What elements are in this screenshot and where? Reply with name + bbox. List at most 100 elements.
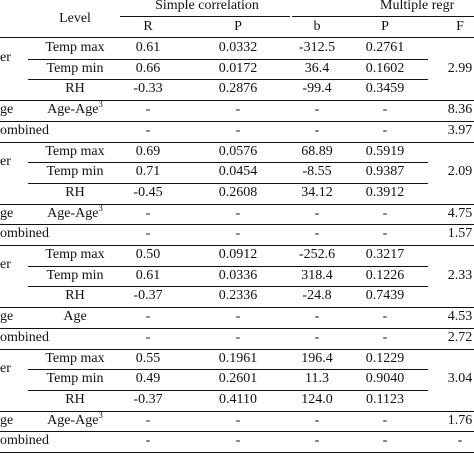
level-cell: Temp min	[46, 164, 104, 180]
p-cell: 0.2608	[218, 184, 258, 200]
p-cell: 0.0576	[218, 143, 258, 159]
r-cell: -	[145, 226, 151, 242]
row-group-label: ombined	[0, 226, 49, 242]
b-cell: 36.4	[304, 60, 330, 76]
p-cell: 0.3217	[365, 247, 405, 262]
p-cell: 0.1229	[365, 350, 405, 366]
row-group-label: er	[0, 50, 11, 66]
p-cell: -	[382, 205, 388, 221]
p-cell: 0.0912	[218, 247, 258, 262]
level-cell: RH	[65, 81, 85, 97]
p-cell: 0.5919	[365, 143, 405, 159]
p-cell: -	[235, 102, 241, 118]
level-cell: Temp max	[45, 143, 105, 159]
block-rule	[0, 141, 474, 143]
level-cell: Age	[63, 309, 87, 325]
block-separator	[0, 100, 474, 102]
row-group-label: er	[0, 153, 11, 169]
p-cell: -	[382, 329, 388, 345]
b-cell: -24.8	[302, 288, 332, 304]
r-cell: -	[145, 122, 151, 138]
level-cell: Temp min	[46, 371, 104, 387]
r-cell: -	[145, 205, 151, 221]
b-cell: 68.89	[301, 143, 333, 159]
b-cell: -	[314, 412, 320, 428]
p-cell: -	[235, 122, 241, 138]
block-separator	[0, 410, 474, 412]
row-separator	[0, 431, 474, 433]
row-group-label: ombined	[0, 122, 49, 138]
level-cell: Temp min	[46, 267, 104, 283]
row-separator	[0, 224, 474, 226]
b-cell: -252.6	[298, 247, 336, 262]
r-cell: -	[145, 329, 151, 345]
p-cell: -	[382, 122, 388, 138]
p-cell: -	[382, 226, 388, 242]
p-cell: -	[382, 309, 388, 325]
b-cell: -99.4	[302, 81, 332, 97]
r-cell: -0.33	[133, 81, 163, 97]
row-group-label: er	[0, 257, 11, 273]
b-cell: -	[314, 102, 320, 118]
row-separator	[28, 182, 428, 184]
b-cell: -	[314, 329, 320, 345]
row-separator	[28, 162, 428, 164]
p-cell: 0.3459	[365, 81, 405, 97]
r-cell: -	[145, 433, 151, 449]
header-rule	[0, 37, 474, 38]
p-cell: 0.2336	[218, 288, 258, 304]
p-cell: 0.3912	[365, 184, 405, 200]
f-value-cell: 2.33	[447, 267, 473, 283]
row-separator	[28, 369, 428, 371]
f-value-cell: 4.53	[447, 309, 473, 325]
multiple-regression-header: Multiple regr	[380, 0, 455, 13]
b-cell: 11.3	[305, 371, 329, 387]
row-group-label: ge	[0, 102, 14, 118]
col-header-r: R	[143, 19, 153, 34]
b-cell: -312.5	[298, 40, 336, 55]
level-header: Level	[59, 11, 91, 26]
level-cell: Temp max	[45, 247, 105, 262]
p-cell: 0.7439	[365, 288, 405, 304]
b-cell: 34.12	[301, 184, 333, 200]
row-separator	[28, 389, 428, 391]
p-cell: 0.0454	[218, 164, 258, 180]
f-value-cell: 2.72	[447, 329, 473, 345]
b-cell: -	[314, 309, 320, 325]
p-cell: 0.0172	[218, 60, 258, 76]
p-cell: 0.2761	[365, 40, 405, 55]
f-value-cell: 1.57	[447, 226, 473, 242]
block-rule	[0, 348, 474, 350]
p-cell: 0.0336	[218, 267, 258, 283]
row-separator	[0, 120, 474, 122]
level-cell: RH	[65, 391, 85, 407]
level-cell: Temp min	[46, 60, 104, 76]
r-cell: 0.50	[135, 247, 161, 262]
p-cell: 0.1602	[365, 60, 405, 76]
row-separator	[28, 79, 428, 81]
r-cell: 0.69	[135, 143, 161, 159]
level-cell: RH	[65, 288, 85, 304]
b-cell: -	[314, 433, 320, 449]
p-cell: 0.0332	[218, 40, 258, 55]
p-cell: 0.1123	[366, 391, 404, 407]
f-value-cell: 4.75	[447, 205, 473, 221]
p-cell: -	[235, 226, 241, 242]
r-cell: 0.55	[135, 350, 161, 366]
p-cell: -	[235, 309, 241, 325]
b-cell: 196.4	[301, 350, 333, 366]
p-cell: -	[235, 433, 241, 449]
col-header-b: b	[313, 19, 321, 34]
p-cell: 0.1961	[218, 350, 258, 366]
f-value-cell: 8.36	[447, 102, 473, 118]
block-separator	[0, 307, 474, 309]
col-header-p: P	[234, 19, 242, 34]
level-cell: Temp max	[45, 40, 105, 55]
level-cell: RH	[65, 184, 85, 200]
row-separator	[0, 327, 474, 329]
p-cell: 0.9387	[365, 164, 405, 180]
r-cell: 0.66	[135, 60, 161, 76]
superscript: 3	[98, 409, 103, 420]
simple-correlation-underline	[120, 16, 290, 17]
b-cell: 124.0	[301, 391, 333, 407]
